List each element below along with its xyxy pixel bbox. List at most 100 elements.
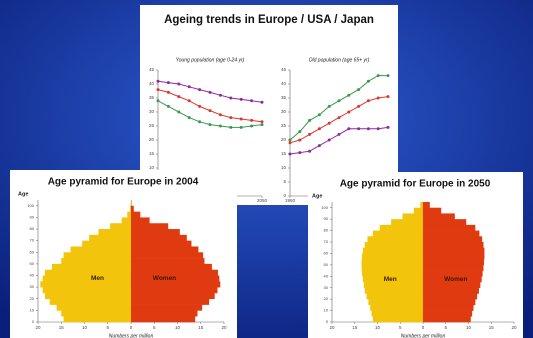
point [317,144,321,148]
age-bar [42,287,131,294]
point [298,151,302,155]
age-bar [423,259,484,266]
point [208,123,212,127]
age-bar [361,264,423,271]
age-bar [423,270,483,277]
age-bar [89,234,131,241]
age-bar [131,275,220,282]
y-tick-label: 30 [324,285,329,290]
chart-title: Age pyramid for Europe in 2004 [48,177,199,188]
age-bar [423,213,455,220]
point [218,124,222,128]
age-bar [423,293,478,300]
y-tick-label: 0 [326,319,329,324]
point [327,104,331,108]
y-tick-label: 45 [281,67,287,72]
y-tick-label: 35 [149,95,155,100]
point [177,95,181,99]
point [260,100,264,104]
x-tick-label: 10 [175,325,181,330]
age-bar [131,298,210,305]
point [218,93,222,97]
age-bar [413,207,423,214]
age-bar [423,299,476,306]
age-bar [131,229,180,236]
y-tick-label: 60 [324,250,329,255]
y-tick-label: 100 [321,205,328,210]
point [366,127,370,131]
age-bar [364,242,423,249]
y-tick-label: 20 [149,137,155,142]
y-tick-label: 40 [324,273,329,278]
age-bar [370,304,423,311]
age-bar [82,240,131,247]
point [250,124,254,128]
y-tick-label: 30 [30,284,35,289]
x-tick-label: 0 [422,325,425,330]
age-bar [70,246,131,253]
point [187,85,191,89]
x-tick-label: 1950 [285,198,296,203]
age-bar [423,242,484,249]
point [386,95,390,99]
y-tick-label: 20 [30,296,35,301]
point [187,116,191,120]
point [229,96,233,100]
y-tick-label: 45 [149,67,155,72]
age-bar [371,310,423,317]
point [298,138,302,142]
point [250,118,254,122]
point [229,116,233,120]
y-tick-label: 90 [324,216,329,221]
age-bar [423,236,483,243]
point [357,104,361,108]
x-tick-label: 10 [375,325,381,330]
age-bar [131,304,203,311]
chart-subtitle: Old population (age 65+ yr) [309,57,370,63]
age-bar [372,230,423,237]
x-tick-label: 5 [153,325,156,330]
point [298,130,302,134]
point [288,141,292,145]
point [208,109,212,113]
series-label: Men [384,276,397,283]
age-bar [379,224,423,231]
y-tick-label: 50 [30,261,35,266]
point [327,121,331,125]
x-tick-label: 20 [221,325,227,330]
pyramid-2050: Age pyramid for Europe in 2050 Age Numbers… [308,172,523,338]
point [166,81,170,85]
point [208,90,212,94]
point [288,138,292,142]
y-tick-label: 10 [30,307,35,312]
chart-subtitle: Young population (age 0-24 yr) [176,57,245,63]
point [376,96,380,100]
age-bar [423,304,474,311]
point [376,127,380,131]
x-tick-label: 15 [489,325,495,330]
x-tick-label: 5 [444,325,447,330]
point [260,123,264,127]
y-tick-label: 10 [149,165,155,170]
age-bar [131,258,205,265]
age-bar [423,282,481,289]
age-bar [367,236,423,243]
point [288,152,292,156]
age-bar [368,299,423,306]
age-bar [51,263,132,271]
age-bar [423,253,485,260]
age-bar [131,269,218,276]
x-tick-label: 20 [329,325,335,330]
point [366,99,370,103]
series-label: Women [153,275,176,282]
age-bar [402,213,423,220]
point [357,88,361,92]
y-tick-label: 40 [281,81,287,86]
point [376,74,380,78]
point [177,110,181,114]
x-tick-label: 0 [130,325,133,330]
age-bar [131,316,196,323]
age-bar [110,223,131,230]
